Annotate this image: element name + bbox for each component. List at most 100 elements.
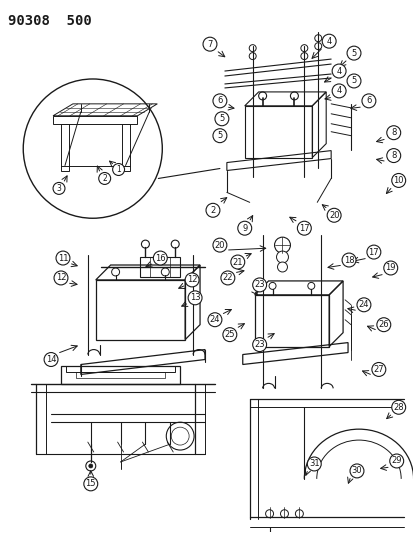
Circle shape bbox=[98, 173, 110, 184]
Circle shape bbox=[361, 94, 375, 108]
Circle shape bbox=[56, 251, 70, 265]
Text: 5: 5 bbox=[351, 49, 356, 58]
Text: 1: 1 bbox=[116, 165, 121, 174]
Text: 24: 24 bbox=[209, 315, 220, 324]
Circle shape bbox=[112, 164, 124, 175]
Circle shape bbox=[23, 79, 162, 218]
Circle shape bbox=[331, 64, 345, 78]
Text: 23: 23 bbox=[254, 280, 264, 289]
Circle shape bbox=[314, 43, 321, 50]
Text: 16: 16 bbox=[154, 254, 165, 263]
Circle shape bbox=[237, 221, 251, 235]
Circle shape bbox=[306, 457, 320, 471]
Circle shape bbox=[252, 278, 266, 292]
Text: 12: 12 bbox=[186, 276, 197, 285]
Text: 31: 31 bbox=[308, 459, 319, 469]
Circle shape bbox=[230, 255, 244, 269]
Circle shape bbox=[44, 352, 58, 367]
Circle shape bbox=[252, 337, 266, 352]
Text: 4: 4 bbox=[336, 86, 341, 95]
Circle shape bbox=[249, 45, 256, 52]
Circle shape bbox=[376, 318, 390, 332]
Text: 6: 6 bbox=[366, 96, 371, 106]
Text: 29: 29 bbox=[391, 456, 401, 465]
Circle shape bbox=[371, 362, 385, 376]
Text: 4: 4 bbox=[326, 37, 331, 46]
Circle shape bbox=[53, 182, 65, 195]
Circle shape bbox=[277, 262, 287, 272]
Circle shape bbox=[212, 238, 226, 252]
Circle shape bbox=[366, 245, 380, 259]
Text: 2: 2 bbox=[210, 206, 215, 215]
Text: 5: 5 bbox=[217, 131, 222, 140]
Text: 4: 4 bbox=[336, 67, 341, 76]
Circle shape bbox=[383, 261, 397, 275]
Circle shape bbox=[222, 328, 236, 342]
Circle shape bbox=[346, 74, 360, 88]
Circle shape bbox=[54, 271, 68, 285]
Text: 6: 6 bbox=[217, 96, 222, 106]
Circle shape bbox=[153, 251, 167, 265]
Circle shape bbox=[389, 454, 403, 468]
Circle shape bbox=[249, 53, 256, 60]
Circle shape bbox=[221, 271, 234, 285]
Text: 8: 8 bbox=[390, 128, 396, 137]
Text: 7: 7 bbox=[207, 39, 212, 49]
Circle shape bbox=[321, 34, 335, 48]
Circle shape bbox=[349, 464, 363, 478]
Circle shape bbox=[85, 461, 95, 471]
Text: 5: 5 bbox=[351, 76, 356, 85]
Text: 18: 18 bbox=[343, 255, 354, 264]
Circle shape bbox=[188, 291, 202, 305]
Circle shape bbox=[391, 173, 405, 188]
Circle shape bbox=[171, 240, 179, 248]
Text: 5: 5 bbox=[219, 114, 224, 123]
Text: 28: 28 bbox=[392, 403, 403, 412]
Circle shape bbox=[276, 251, 288, 263]
Circle shape bbox=[206, 203, 219, 217]
Text: 15: 15 bbox=[85, 479, 96, 488]
Circle shape bbox=[297, 221, 311, 235]
Text: 3: 3 bbox=[57, 184, 61, 193]
Circle shape bbox=[341, 253, 355, 267]
Circle shape bbox=[83, 477, 97, 491]
Circle shape bbox=[346, 46, 360, 60]
Text: 26: 26 bbox=[377, 320, 388, 329]
Circle shape bbox=[386, 126, 400, 140]
Text: 22: 22 bbox=[222, 273, 233, 282]
Text: 8: 8 bbox=[390, 151, 396, 160]
Circle shape bbox=[326, 208, 340, 222]
Text: 17: 17 bbox=[298, 224, 309, 233]
Text: 9: 9 bbox=[242, 224, 247, 233]
Circle shape bbox=[300, 45, 307, 52]
Circle shape bbox=[141, 240, 149, 248]
Circle shape bbox=[314, 35, 321, 42]
Circle shape bbox=[212, 94, 226, 108]
Text: 23: 23 bbox=[254, 340, 264, 349]
Circle shape bbox=[207, 313, 221, 327]
Circle shape bbox=[202, 37, 216, 51]
Circle shape bbox=[300, 53, 307, 60]
Text: 24: 24 bbox=[358, 300, 368, 309]
Circle shape bbox=[185, 273, 199, 287]
Text: 14: 14 bbox=[46, 355, 56, 364]
Text: 17: 17 bbox=[368, 247, 378, 256]
Text: 90308  500: 90308 500 bbox=[8, 14, 92, 28]
Text: 20: 20 bbox=[328, 211, 339, 220]
Circle shape bbox=[212, 129, 226, 143]
Circle shape bbox=[386, 149, 400, 163]
Text: 30: 30 bbox=[351, 466, 361, 475]
Circle shape bbox=[331, 84, 345, 98]
Text: 20: 20 bbox=[214, 240, 225, 249]
Text: 10: 10 bbox=[392, 176, 403, 185]
Text: 21: 21 bbox=[232, 257, 242, 266]
Text: 13: 13 bbox=[189, 293, 200, 302]
Text: 12: 12 bbox=[56, 273, 66, 282]
Text: 2: 2 bbox=[102, 174, 107, 183]
Circle shape bbox=[88, 464, 93, 468]
Circle shape bbox=[274, 237, 290, 253]
Circle shape bbox=[356, 298, 370, 312]
Circle shape bbox=[214, 112, 228, 126]
Text: 27: 27 bbox=[373, 365, 383, 374]
Text: 19: 19 bbox=[385, 263, 395, 272]
